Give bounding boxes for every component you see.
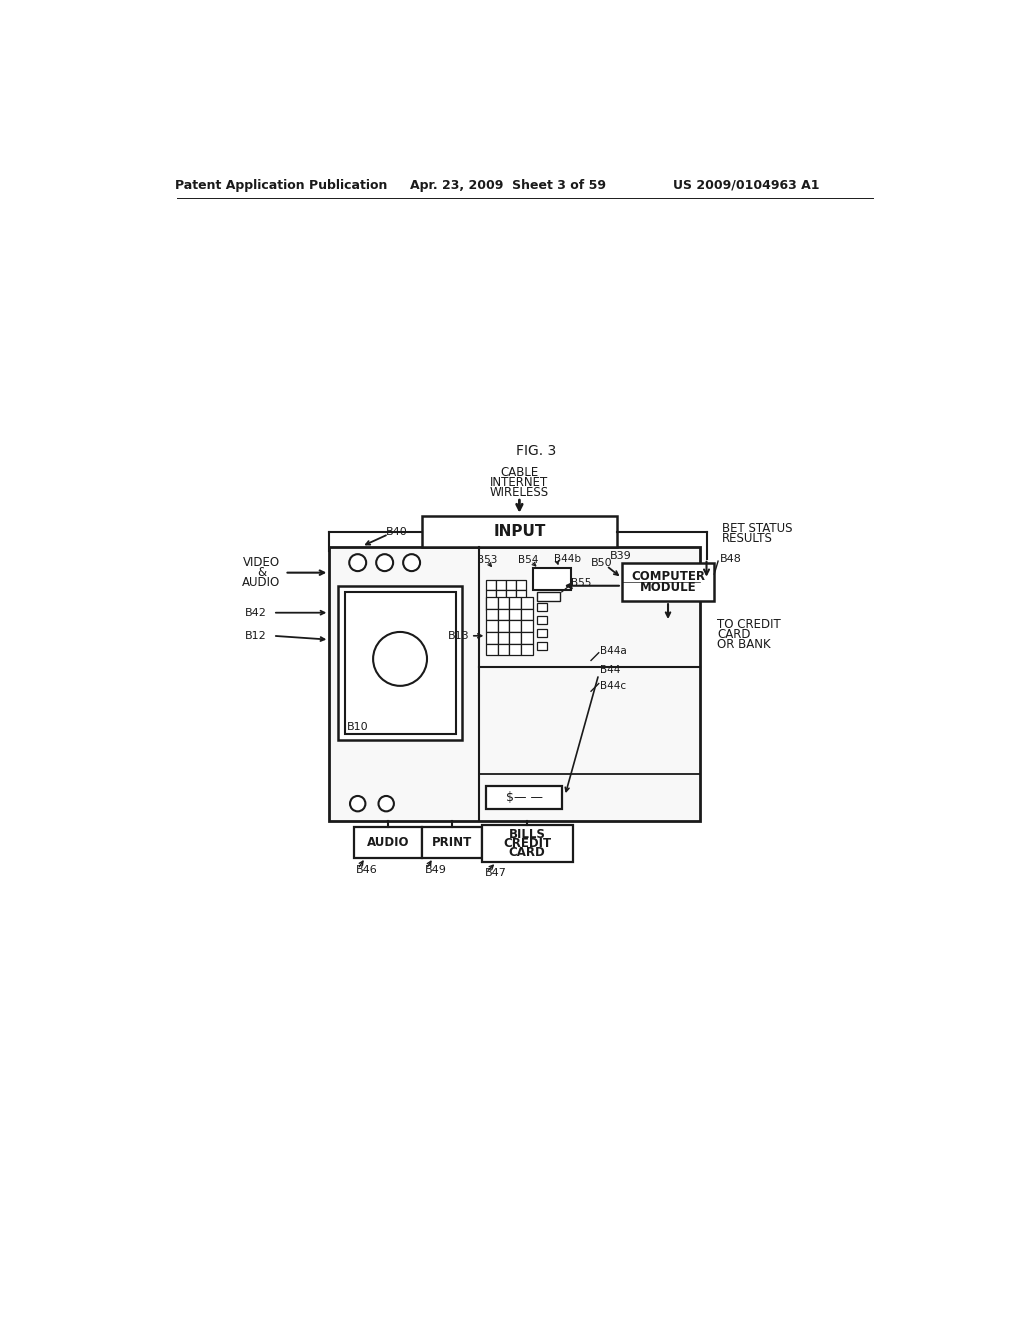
Text: $— —: $— — <box>506 791 543 804</box>
Bar <box>498 644 509 655</box>
Bar <box>486 590 497 599</box>
Circle shape <box>376 554 393 572</box>
Bar <box>497 579 506 590</box>
Text: OR BANK: OR BANK <box>717 638 771 651</box>
Text: MODULE: MODULE <box>640 581 696 594</box>
Bar <box>422 516 617 548</box>
Text: AUDIO: AUDIO <box>367 836 409 849</box>
Bar <box>521 620 532 632</box>
Text: B39: B39 <box>609 552 631 561</box>
Text: PRINT: PRINT <box>431 836 472 849</box>
Bar <box>486 579 497 590</box>
Bar <box>498 632 509 644</box>
Text: CREDIT: CREDIT <box>503 837 551 850</box>
Text: COMPUTER: COMPUTER <box>631 570 705 583</box>
Text: BET STATUS: BET STATUS <box>722 521 793 535</box>
Bar <box>509 632 521 644</box>
Bar <box>521 644 532 655</box>
Bar <box>486 632 498 644</box>
Bar <box>486 644 498 655</box>
Text: WIRELESS: WIRELESS <box>489 486 549 499</box>
Bar <box>521 632 532 644</box>
Bar <box>521 609 532 620</box>
Bar <box>345 591 456 734</box>
Text: B53: B53 <box>477 556 498 565</box>
Bar <box>330 548 700 821</box>
Text: B44b: B44b <box>554 554 581 564</box>
Bar <box>509 609 521 620</box>
Bar <box>498 620 509 632</box>
Text: CARD: CARD <box>509 846 546 859</box>
Text: TO CREDIT: TO CREDIT <box>717 618 781 631</box>
Text: Apr. 23, 2009  Sheet 3 of 59: Apr. 23, 2009 Sheet 3 of 59 <box>410 178 606 191</box>
Bar <box>538 603 547 611</box>
Bar <box>481 825 572 862</box>
Text: B47: B47 <box>484 869 507 878</box>
Text: VIDEO: VIDEO <box>243 556 280 569</box>
Text: CABLE: CABLE <box>501 466 539 479</box>
Text: B54: B54 <box>518 556 538 565</box>
Bar <box>486 620 498 632</box>
Bar <box>516 599 526 610</box>
Bar <box>509 644 521 655</box>
Circle shape <box>373 632 427 686</box>
Text: CARD: CARD <box>717 628 751 640</box>
Text: B10: B10 <box>347 722 369 731</box>
Text: B46: B46 <box>355 865 377 875</box>
Bar <box>521 598 532 609</box>
Bar <box>509 620 521 632</box>
Bar <box>538 642 547 651</box>
Bar <box>422 826 481 858</box>
Bar <box>486 785 562 809</box>
Text: B55: B55 <box>571 578 592 589</box>
Bar <box>516 579 526 590</box>
Text: FIG. 3: FIG. 3 <box>515 444 556 458</box>
Text: INPUT: INPUT <box>494 524 546 540</box>
Text: B50: B50 <box>591 557 612 568</box>
Circle shape <box>379 796 394 812</box>
Text: B40: B40 <box>386 527 408 537</box>
Text: US 2009/0104963 A1: US 2009/0104963 A1 <box>674 178 820 191</box>
Bar <box>506 590 516 599</box>
Bar <box>506 579 516 590</box>
Text: Patent Application Publication: Patent Application Publication <box>174 178 387 191</box>
Bar <box>497 590 506 599</box>
Bar <box>354 826 422 858</box>
Text: AUDIO: AUDIO <box>243 576 281 589</box>
Bar <box>339 586 462 739</box>
Bar <box>498 609 509 620</box>
Text: B44c: B44c <box>600 681 627 690</box>
Text: B44a: B44a <box>600 647 627 656</box>
Text: &: & <box>257 566 266 579</box>
Bar <box>516 590 526 599</box>
Circle shape <box>403 554 420 572</box>
Bar <box>622 562 714 601</box>
Bar <box>509 598 521 609</box>
Text: B13: B13 <box>447 631 469 640</box>
Bar <box>486 609 498 620</box>
Text: B49: B49 <box>425 865 446 875</box>
Bar <box>498 598 509 609</box>
Text: B48: B48 <box>720 554 741 564</box>
Circle shape <box>350 796 366 812</box>
Bar <box>532 568 571 590</box>
Bar <box>486 599 497 610</box>
Bar <box>538 615 547 624</box>
Text: B42: B42 <box>245 607 266 618</box>
Text: B12: B12 <box>245 631 266 640</box>
Text: B44: B44 <box>600 665 621 676</box>
Text: RESULTS: RESULTS <box>722 532 773 545</box>
Bar <box>506 599 516 610</box>
Text: BILLS: BILLS <box>509 828 546 841</box>
Circle shape <box>349 554 367 572</box>
Bar <box>538 628 547 638</box>
Bar <box>486 598 498 609</box>
Text: INTERNET: INTERNET <box>490 477 549 490</box>
Bar <box>538 591 560 601</box>
Bar <box>497 599 506 610</box>
